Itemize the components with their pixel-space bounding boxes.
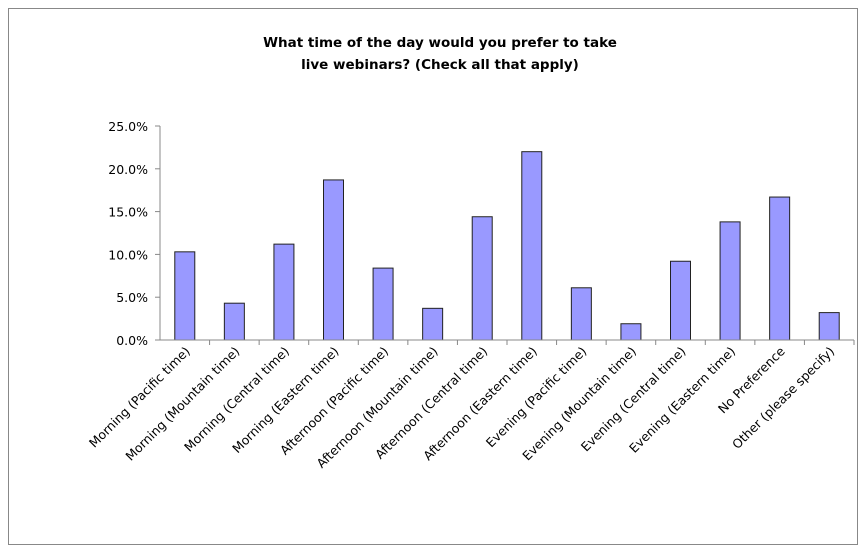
y-tick-label: 15.0% <box>108 205 148 220</box>
y-tick-label: 20.0% <box>108 162 148 177</box>
bar <box>521 151 543 341</box>
bar <box>174 251 196 341</box>
bar <box>223 302 245 341</box>
y-tick-label: 5.0% <box>116 290 148 305</box>
bar <box>273 243 295 341</box>
bar <box>422 307 444 341</box>
bar <box>769 196 791 341</box>
chart-border <box>8 8 858 545</box>
bar <box>719 221 741 341</box>
bar <box>670 260 691 341</box>
y-tick-label: 25.0% <box>108 119 148 134</box>
bar <box>372 267 394 341</box>
bar <box>620 323 642 341</box>
bar <box>818 312 840 341</box>
y-tick-label: 10.0% <box>108 247 148 262</box>
bar <box>570 287 592 341</box>
y-tick-label: 0.0% <box>116 333 148 348</box>
bar <box>323 179 344 341</box>
chart-title: What time of the day would you prefer to… <box>263 35 617 73</box>
bar <box>471 216 493 341</box>
